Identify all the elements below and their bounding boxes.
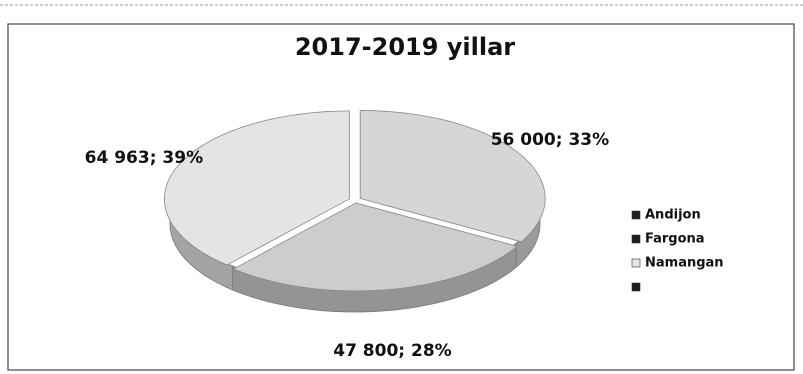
data-label: 64 963; 39%: [85, 148, 203, 168]
legend-swatch: [631, 210, 641, 220]
legend-label: Namangan: [645, 256, 724, 271]
slice: [232, 202, 518, 292]
chart-title: 2017-2019 yillar: [295, 33, 515, 61]
legend-swatch: [631, 234, 641, 244]
data-label: 47 800; 28%: [333, 341, 451, 361]
legend-label: Andijon: [645, 208, 701, 223]
slice: [163, 110, 350, 266]
legend-swatch: [631, 282, 641, 292]
slice: [359, 110, 546, 243]
legend-swatch: [631, 258, 641, 268]
data-label: 56 000; 33%: [491, 130, 609, 150]
legend-label: Fargona: [645, 232, 705, 247]
